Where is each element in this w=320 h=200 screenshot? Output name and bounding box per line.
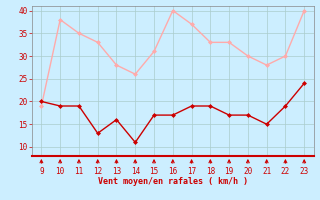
X-axis label: Vent moyen/en rafales ( km/h ): Vent moyen/en rafales ( km/h ) (98, 178, 248, 186)
